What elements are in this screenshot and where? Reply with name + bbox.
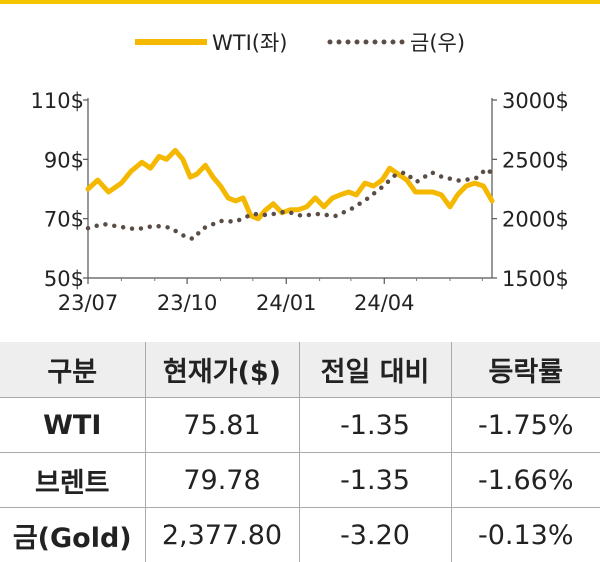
table-row: WTI 75.81 -1.35 -1.75% <box>0 398 600 453</box>
legend-label-gold: 금(우) <box>410 31 465 55</box>
chart-svg: 110$ 90$ 70$ 50$ 3000$ 2500$ 2000$ 1500$ 23/07 23… <box>0 0 600 330</box>
cell-price: 79.78 <box>145 453 299 508</box>
y-left-tick-label: 90$ <box>44 148 84 172</box>
y-right-tick-label: 3000$ <box>502 89 569 113</box>
cell-price: 75.81 <box>145 398 299 453</box>
cell-change: -3.20 <box>299 508 451 562</box>
header-current-price: 현재가($) <box>145 342 299 398</box>
row-label: WTI <box>0 398 145 453</box>
x-tick-label: 23/07 <box>58 291 119 315</box>
y-left-tick-label: 70$ <box>44 208 84 232</box>
row-label: 금(Gold) <box>0 508 145 562</box>
price-chart: 110$ 90$ 70$ 50$ 3000$ 2500$ 2000$ 1500$ 23/07 23… <box>0 0 600 330</box>
header-change-rate: 등락률 <box>451 342 600 398</box>
row-label: 브렌트 <box>0 453 145 508</box>
series-line-gold <box>88 169 492 239</box>
y-left-tick-label: 50$ <box>44 267 84 291</box>
x-tick-label: 23/10 <box>157 291 218 315</box>
table-header-row: 구분 현재가($) 전일 대비 등락률 <box>0 342 600 398</box>
cell-change: -1.35 <box>299 453 451 508</box>
cell-rate: -1.66% <box>451 453 600 508</box>
table-row: 브렌트 79.78 -1.35 -1.66% <box>0 453 600 508</box>
y-right-tick-label: 1500$ <box>502 267 569 291</box>
cell-change: -1.35 <box>299 398 451 453</box>
price-summary-table: 구분 현재가($) 전일 대비 등락률 WTI 75.81 -1.35 -1.7… <box>0 342 600 562</box>
cell-rate: -0.13% <box>451 508 600 562</box>
header-category: 구분 <box>0 342 145 398</box>
x-tick-label: 24/01 <box>256 291 317 315</box>
series-line-wti <box>88 150 492 218</box>
y-right-tick-label: 2000$ <box>502 208 569 232</box>
y-left-tick-label: 110$ <box>31 89 84 113</box>
header-change: 전일 대비 <box>299 342 451 398</box>
y-right-tick-label: 2500$ <box>502 148 569 172</box>
table-row: 금(Gold) 2,377.80 -3.20 -0.13% <box>0 508 600 562</box>
legend-label-wti: WTI(좌) <box>212 31 288 55</box>
cell-price: 2,377.80 <box>145 508 299 562</box>
cell-rate: -1.75% <box>451 398 600 453</box>
x-tick-label: 24/04 <box>354 291 415 315</box>
